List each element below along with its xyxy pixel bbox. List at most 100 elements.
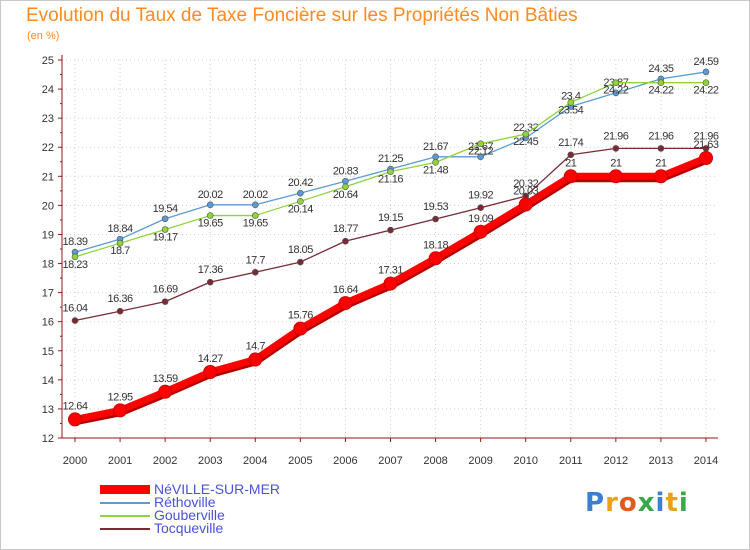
data-label: 20.64 <box>333 189 358 201</box>
data-label: 16.04 <box>62 303 87 315</box>
data-label: 24.22 <box>693 85 718 97</box>
data-point <box>297 189 304 197</box>
data-label: 18.39 <box>62 236 87 248</box>
data-point <box>116 307 124 315</box>
x-tick-label: 2000 <box>63 455 87 467</box>
data-point <box>251 201 259 209</box>
legend-item-rethoville: Réthoville <box>100 494 360 510</box>
data-label: 14.27 <box>198 353 223 365</box>
data-label: 21.74 <box>558 137 583 149</box>
data-point <box>567 151 575 159</box>
data-point <box>702 79 710 86</box>
brand-letter: o <box>618 488 638 518</box>
brand-letter: t <box>665 488 679 518</box>
data-label: 24.22 <box>648 85 673 97</box>
y-tick-label: 16 <box>42 317 54 329</box>
data-label: 18.84 <box>108 223 133 235</box>
data-label: 12.64 <box>62 400 87 412</box>
brand-letter: i <box>678 488 689 518</box>
data-label: 19.15 <box>378 212 403 224</box>
data-label: 21.16 <box>378 174 403 186</box>
brand-letter: P <box>585 488 606 518</box>
brand-letter: r <box>605 488 619 518</box>
data-point <box>248 352 263 367</box>
y-tick-label: 19 <box>42 229 54 241</box>
data-point <box>522 130 530 138</box>
chart-title: Evolution du Taux de Taxe Foncière sur l… <box>26 5 578 26</box>
data-label: 19.65 <box>198 218 223 230</box>
data-point <box>297 258 304 266</box>
data-label: 18.7 <box>110 245 130 257</box>
data-point <box>206 212 214 219</box>
data-point <box>702 68 710 76</box>
data-label: 21.96 <box>648 130 673 142</box>
data-point <box>293 321 308 336</box>
x-tick-label: 2014 <box>694 455 718 467</box>
data-label: 21 <box>610 157 622 169</box>
data-label: 18.23 <box>62 259 87 271</box>
data-label: 24.59 <box>693 56 718 68</box>
legend-label-neville: NéVILLE-SUR-MER <box>154 481 281 497</box>
data-label: 23.54 <box>558 104 583 116</box>
x-tick-label: 2013 <box>649 455 673 467</box>
data-point <box>387 168 394 175</box>
data-label: 20.32 <box>513 178 538 190</box>
brand-letter: i <box>655 488 666 518</box>
data-label: 14.7 <box>246 340 266 352</box>
data-label: 20.03 <box>513 186 538 198</box>
y-tick-label: 12 <box>42 433 54 445</box>
data-point <box>158 384 173 399</box>
data-label: 24.35 <box>648 63 673 75</box>
data-label: 20.83 <box>333 165 358 177</box>
data-label: 20.02 <box>198 189 223 201</box>
legend-swatch-neville <box>100 485 150 494</box>
x-tick-label: 2001 <box>108 455 132 467</box>
data-point <box>612 145 620 152</box>
data-label: 21.67 <box>423 141 448 153</box>
data-point <box>338 296 353 311</box>
data-point <box>428 251 443 266</box>
data-point <box>657 145 665 152</box>
data-point <box>653 169 668 184</box>
x-tick-label: 2003 <box>198 455 222 467</box>
data-label: 17.36 <box>198 264 223 276</box>
x-tick-label: 2011 <box>559 455 583 467</box>
x-tick-label: 2004 <box>243 455 267 467</box>
data-point <box>432 153 439 161</box>
data-point <box>297 198 304 205</box>
legend-swatch-gouberville <box>100 515 150 517</box>
brand-letter: x <box>637 488 656 518</box>
x-tick-label: 2010 <box>513 455 537 467</box>
x-tick-label: 2007 <box>378 455 402 467</box>
data-label: 20.02 <box>243 189 268 201</box>
data-point <box>477 140 484 148</box>
legend-label-tocqueville: Tocqueville <box>154 520 224 536</box>
x-tick-label: 2008 <box>423 455 447 467</box>
data-label: 20.42 <box>288 177 313 189</box>
proxiti-logo: Proxiti <box>585 488 689 518</box>
data-label: 18.77 <box>333 223 358 235</box>
legend-item-gouberville: Gouberville <box>100 507 360 523</box>
data-label: 19.65 <box>243 218 268 230</box>
data-point <box>608 169 623 184</box>
data-point <box>383 276 398 291</box>
data-point <box>612 89 620 97</box>
data-point <box>116 239 124 247</box>
data-point <box>206 201 214 209</box>
y-tick-label: 20 <box>42 200 54 212</box>
data-point <box>342 237 349 245</box>
data-label: 16.36 <box>108 293 133 305</box>
data-point <box>206 278 214 286</box>
y-tick-label: 23 <box>42 113 54 125</box>
data-label: 20.14 <box>288 203 313 215</box>
data-point <box>432 215 439 223</box>
data-point <box>203 364 218 379</box>
legend-label-rethoville: Réthoville <box>154 494 216 510</box>
legend: NéVILLE-SUR-MER Réthoville Gouberville T… <box>100 481 360 536</box>
y-tick-label: 21 <box>42 171 54 183</box>
data-label: 17.31 <box>378 265 403 277</box>
x-tick-label: 2006 <box>333 455 357 467</box>
data-label: 21.96 <box>603 130 628 142</box>
data-label: 24.22 <box>603 85 628 97</box>
